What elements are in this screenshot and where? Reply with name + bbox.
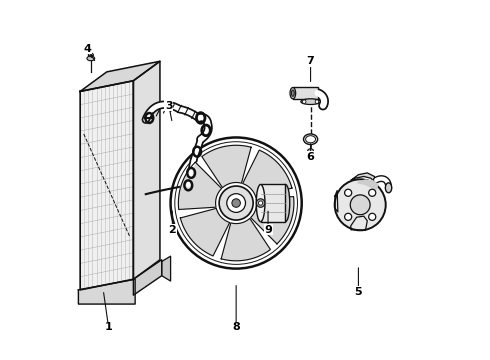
Text: 5: 5 — [355, 287, 362, 297]
Text: 4: 4 — [83, 44, 91, 54]
Ellipse shape — [88, 53, 93, 57]
Circle shape — [258, 201, 263, 205]
Circle shape — [232, 199, 241, 207]
Circle shape — [227, 194, 245, 212]
Polygon shape — [133, 61, 160, 279]
Circle shape — [368, 189, 376, 196]
Circle shape — [368, 213, 376, 220]
Polygon shape — [351, 173, 376, 184]
Polygon shape — [251, 197, 294, 244]
Text: 7: 7 — [307, 56, 315, 66]
Polygon shape — [221, 219, 270, 261]
Polygon shape — [335, 191, 338, 212]
Ellipse shape — [292, 90, 294, 96]
Ellipse shape — [385, 183, 392, 193]
Polygon shape — [351, 216, 368, 230]
Polygon shape — [162, 256, 171, 281]
Circle shape — [350, 195, 370, 215]
FancyBboxPatch shape — [293, 87, 318, 99]
Text: 1: 1 — [105, 322, 112, 332]
Ellipse shape — [281, 184, 290, 222]
Text: 2: 2 — [169, 225, 176, 235]
Polygon shape — [180, 208, 230, 256]
Circle shape — [256, 199, 265, 207]
Circle shape — [171, 138, 302, 269]
Ellipse shape — [87, 56, 95, 61]
Polygon shape — [80, 81, 133, 290]
Circle shape — [344, 189, 352, 196]
Polygon shape — [243, 150, 292, 198]
Ellipse shape — [301, 99, 320, 104]
Polygon shape — [133, 260, 162, 295]
Text: 8: 8 — [232, 322, 240, 332]
Ellipse shape — [306, 136, 316, 143]
Text: 6: 6 — [307, 152, 315, 162]
Circle shape — [302, 100, 306, 103]
Polygon shape — [358, 180, 378, 190]
Ellipse shape — [308, 149, 314, 152]
Text: 3: 3 — [165, 100, 172, 111]
Ellipse shape — [256, 184, 265, 222]
Polygon shape — [80, 61, 160, 91]
FancyBboxPatch shape — [261, 184, 285, 222]
Text: 9: 9 — [264, 225, 272, 235]
Circle shape — [175, 142, 297, 264]
Circle shape — [315, 100, 318, 103]
Polygon shape — [78, 279, 135, 304]
Circle shape — [335, 179, 386, 230]
Ellipse shape — [290, 87, 295, 99]
Ellipse shape — [303, 134, 318, 145]
Polygon shape — [178, 162, 221, 210]
Polygon shape — [202, 145, 251, 188]
Circle shape — [344, 213, 352, 220]
Circle shape — [219, 186, 253, 220]
